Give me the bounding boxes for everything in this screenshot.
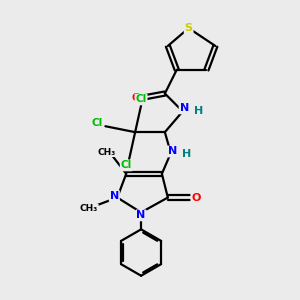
Text: O: O [191, 193, 201, 202]
Text: CH₃: CH₃ [98, 148, 116, 157]
Text: H: H [194, 106, 203, 116]
Text: CH₃: CH₃ [80, 204, 98, 213]
Text: N: N [110, 191, 119, 201]
Text: Cl: Cl [121, 160, 132, 170]
Text: S: S [184, 23, 193, 33]
Text: N: N [168, 146, 177, 157]
Text: N: N [180, 103, 189, 113]
Text: H: H [182, 149, 191, 160]
Text: Cl: Cl [92, 118, 103, 128]
Text: N: N [136, 210, 146, 220]
Text: Cl: Cl [136, 94, 147, 104]
Text: O: O [131, 93, 140, 103]
